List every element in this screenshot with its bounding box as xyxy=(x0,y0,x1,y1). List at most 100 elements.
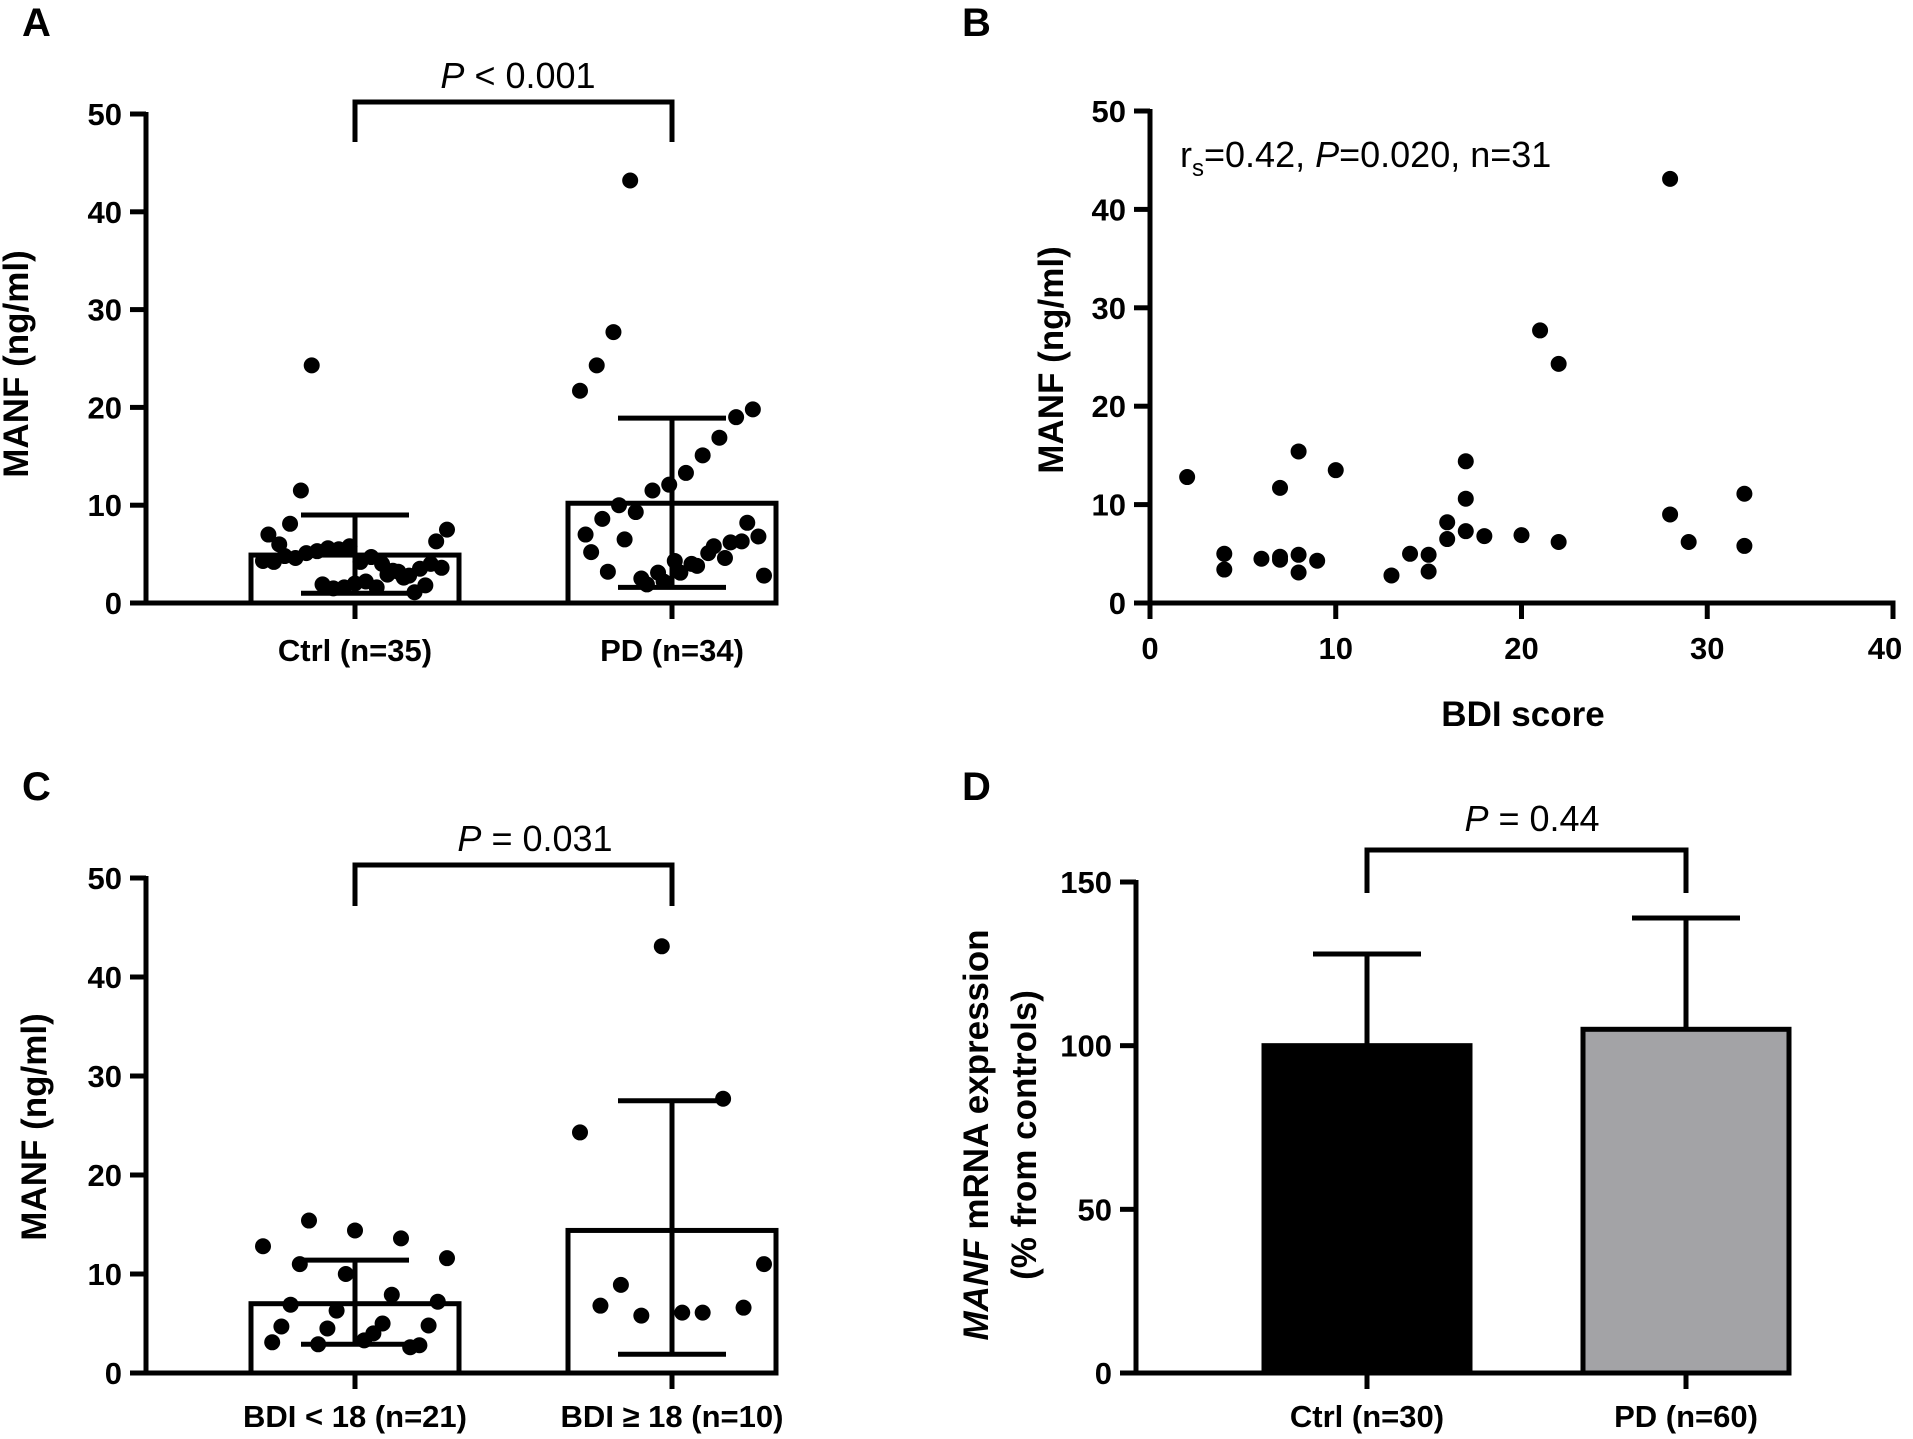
panel-b-data-point xyxy=(1272,479,1289,496)
panel-a-data-point xyxy=(638,576,655,593)
panel-c-data-point xyxy=(402,1339,419,1356)
panel-a-data-point xyxy=(572,382,588,399)
panel-c-data-point xyxy=(592,1297,609,1314)
panel-a-data-point xyxy=(722,534,739,551)
panel-c-category-label: BDI ≥ 18 (n=10) xyxy=(561,1399,784,1434)
panel-a-data-point xyxy=(739,514,756,531)
panel-c-data-point xyxy=(674,1304,691,1321)
panel-b-data-point xyxy=(1550,533,1567,550)
panel-c-data-point xyxy=(328,1302,345,1319)
panel-a-data-point xyxy=(750,528,767,545)
panel-b-annotation-a: =0.42, xyxy=(1204,134,1315,175)
panel-d-significance-bracket xyxy=(1364,847,1689,893)
panel-a-data-point xyxy=(260,526,277,543)
panel-a-significance-bracket xyxy=(352,99,675,142)
panel-d-y-tick-label: 0 xyxy=(1095,1356,1112,1391)
panel-b-data-point xyxy=(1402,545,1419,562)
panel-b-letter: B xyxy=(962,1,991,45)
panel-b-y-tick-label: 20 xyxy=(1092,389,1126,424)
panel-c-data-point xyxy=(374,1315,391,1332)
panel-b-x-tick-label: 20 xyxy=(1504,631,1538,666)
panel-d-stat-value: = 0.44 xyxy=(1488,798,1599,839)
panel-d-y-tick-label: 50 xyxy=(1078,1192,1112,1227)
panel-d-stat: P = 0.44 xyxy=(1464,798,1599,839)
panel-b-data-point xyxy=(1290,564,1307,581)
panel-d-letter: D xyxy=(962,765,991,809)
panel-c-data-point xyxy=(612,1276,629,1293)
panel-a-category-label: Ctrl (n=35) xyxy=(278,633,432,668)
panel-c-stat-p: P xyxy=(457,818,481,859)
panel-a-data-point xyxy=(271,536,288,553)
panel-d-ylabel-rest: mRNA expression xyxy=(957,929,996,1239)
panel-b-data-point xyxy=(1476,528,1493,545)
panel-c-data-point xyxy=(273,1318,290,1335)
panel-a-stat: P < 0.001 xyxy=(440,55,595,96)
panel-b-data-point xyxy=(1550,355,1567,372)
panel-b-data-point xyxy=(1457,523,1474,540)
panel-a-data-point xyxy=(599,563,616,580)
panel-c-ylabel: MANF (ng/ml) xyxy=(15,1013,54,1240)
panel-a-data-point xyxy=(622,172,639,189)
panel-a-data-point xyxy=(433,559,450,576)
panel-d-bar xyxy=(1261,1043,1473,1376)
panel-a-data-point xyxy=(677,464,694,481)
panel-a-data-point xyxy=(594,510,611,527)
panel-a: A MANF (ng/ml) P < 0.001 Ctrl (n=35) PD … xyxy=(0,1,779,668)
panel-b-annotation: rs=0.42, P=0.020, n=31 xyxy=(1180,134,1551,182)
panel-b-data-point xyxy=(1309,552,1326,569)
panel-b-data-point xyxy=(1253,550,1270,567)
panel-c-data-point xyxy=(393,1230,409,1247)
panel-c-stat: P = 0.031 xyxy=(457,818,612,859)
panel-c-data-point xyxy=(420,1317,437,1334)
panel-b-data-point xyxy=(1216,561,1233,578)
panel-a-data-point xyxy=(577,526,594,543)
panel-b-data-point xyxy=(1439,514,1456,531)
panel-c-data-point xyxy=(756,1256,772,1273)
panel-b-data-point xyxy=(1680,533,1697,550)
panel-a-y-tick-label: 20 xyxy=(88,390,122,425)
panel-c-data-point xyxy=(633,1307,650,1324)
panel-c-category-label: BDI < 18 (n=21) xyxy=(243,1399,467,1434)
panel-c-data-point xyxy=(383,1286,400,1303)
panel-c-data-point xyxy=(319,1320,336,1337)
panel-a-data-point xyxy=(395,569,412,586)
panel-a-category-label: PD (n=34) xyxy=(600,633,744,668)
panel-a-data-point xyxy=(744,401,761,418)
panel-b-ylabel: MANF (ng/ml) xyxy=(1032,246,1071,473)
panel-c-significance-bracket xyxy=(352,862,675,906)
panel-c-data-point xyxy=(429,1293,446,1310)
panel-a-data-point xyxy=(605,324,622,341)
panel-c-y-tick-label: 20 xyxy=(88,1158,122,1193)
panel-a-letter: A xyxy=(22,1,51,45)
panel-c-data-point xyxy=(301,1212,317,1229)
panel-b-annotation-r: r xyxy=(1180,134,1192,175)
panel-a-y-tick-label: 0 xyxy=(105,586,122,621)
panel-d-stat-p: P xyxy=(1464,798,1488,839)
panel-b-data-point xyxy=(1439,531,1456,548)
panel-b-y-tick-label: 30 xyxy=(1092,291,1126,326)
panel-a-data-point xyxy=(694,447,711,464)
panel-b-data-point xyxy=(1179,469,1196,486)
panel-b-data-point xyxy=(1662,170,1679,187)
panel-a-data-point xyxy=(644,482,661,499)
panel-b-y-tick-label: 10 xyxy=(1092,488,1126,523)
panel-b-annotation-sub: s xyxy=(1192,155,1204,182)
panel-b-y-tick-label: 0 xyxy=(1109,586,1126,621)
panel-d-y-tick-label: 100 xyxy=(1060,1029,1112,1064)
panel-a-ylabel: MANF (ng/ml) xyxy=(0,250,36,477)
panel-c-y-tick-label: 40 xyxy=(88,960,122,995)
panel-a-data-point xyxy=(728,409,745,426)
panel-a-data-point xyxy=(282,515,299,532)
panel-d-category-label: PD (n=60) xyxy=(1614,1399,1758,1434)
panel-d: D MANF mRNA expression (% from controls)… xyxy=(957,765,1792,1434)
panel-c-data-point xyxy=(282,1296,299,1313)
panel-a-data-point xyxy=(611,497,628,514)
panel-a-data-point xyxy=(661,476,678,493)
panel-c-data-point xyxy=(439,1250,455,1267)
panel-d-ylabel-gene: MANF xyxy=(957,1238,996,1341)
panel-b-xlabel: BDI score xyxy=(1441,695,1604,734)
panel-c-data-point xyxy=(347,1222,363,1239)
panel-a-data-point xyxy=(588,357,605,374)
panel-b-data-point xyxy=(1736,485,1753,502)
